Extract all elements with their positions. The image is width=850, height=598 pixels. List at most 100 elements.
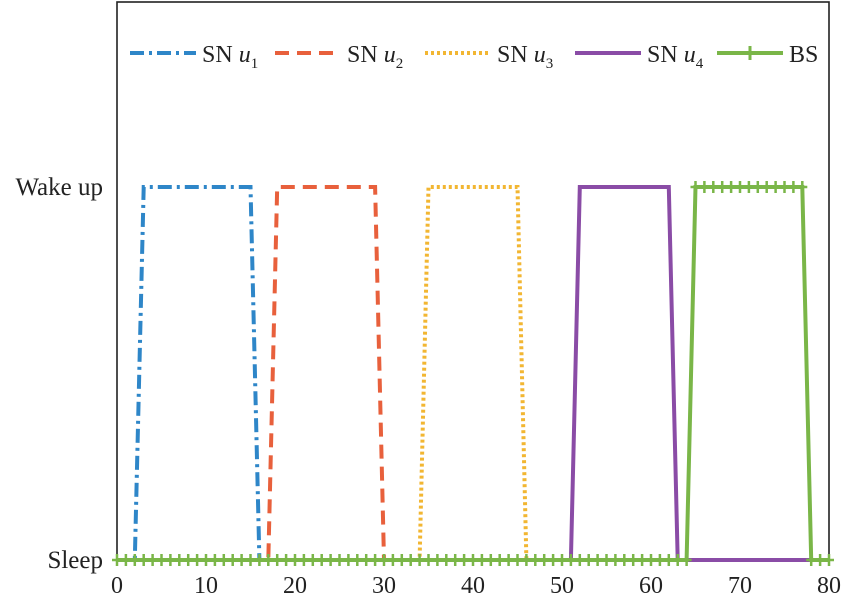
plus-marker [628, 554, 639, 566]
plus-marker [298, 554, 309, 566]
legend-item-4: SN u4 [575, 42, 704, 72]
plus-marker [343, 554, 354, 566]
plus-marker [120, 554, 131, 566]
series-line-1 [117, 185, 829, 562]
plus-marker [797, 181, 808, 193]
plus-marker [565, 554, 576, 566]
plus-marker [379, 554, 389, 566]
plus-marker [574, 554, 585, 566]
x-tick-label: 50 [550, 573, 574, 598]
plus-marker [619, 554, 630, 566]
plus-marker [743, 181, 754, 193]
plus-marker [209, 554, 220, 566]
plus-marker [174, 554, 185, 566]
series-layer [112, 181, 834, 566]
legend-item-3: SN u3 [425, 42, 553, 72]
plus-marker [129, 554, 140, 566]
x-tick-label: 80 [817, 573, 841, 598]
plus-marker [450, 554, 461, 566]
plus-marker [370, 554, 381, 566]
plus-marker [539, 554, 550, 566]
plus-marker [361, 554, 372, 566]
plus-marker [824, 554, 834, 566]
plus-marker [708, 181, 719, 193]
plus-marker [387, 554, 398, 566]
legend-label: SN u3 [497, 42, 553, 72]
y-category-label: Wake up [15, 174, 103, 201]
plus-marker [717, 181, 728, 193]
plus-marker [307, 554, 318, 566]
plus-marker [663, 554, 674, 566]
series-line-4 [117, 185, 829, 562]
x-tick-label: 60 [639, 573, 663, 598]
plus-marker [405, 554, 416, 566]
plus-marker [735, 181, 745, 193]
plus-marker [316, 554, 327, 566]
series-line-2 [117, 185, 829, 562]
plus-marker [236, 554, 247, 566]
legend-label: BS [789, 42, 818, 68]
plus-marker [414, 554, 425, 566]
legend-label: SN u2 [347, 42, 403, 72]
x-tick-label: 10 [194, 573, 218, 598]
plus-marker [156, 554, 167, 566]
plus-marker [165, 554, 176, 566]
legend: SN u1 SN u2 SN u3 SN u4 BS [130, 42, 818, 72]
legend-item-5: BS [717, 42, 818, 68]
plus-marker [646, 554, 656, 566]
legend-item-1: SN u1 [130, 42, 258, 72]
plus-marker [263, 554, 274, 566]
legend-plus-marker [744, 46, 756, 60]
plus-marker [476, 554, 487, 566]
plus-marker [254, 554, 265, 566]
plus-marker [352, 554, 363, 566]
plot-frame [116, 1, 830, 560]
plus-marker [183, 554, 194, 566]
x-tick-labels: 0 10 20 30 40 50 60 70 80 [111, 573, 841, 598]
plus-marker [432, 554, 443, 566]
series-line-3 [117, 185, 829, 562]
plus-marker [227, 554, 238, 566]
legend-item-2: SN u2 [275, 42, 403, 72]
plus-marker [681, 554, 692, 566]
plus-marker [423, 554, 434, 566]
plus-marker [521, 554, 532, 566]
plus-marker [503, 554, 514, 566]
plus-marker [494, 554, 505, 566]
plus-marker [610, 554, 621, 566]
plus-marker [325, 554, 336, 566]
plus-marker [654, 554, 665, 566]
plus-marker [761, 181, 772, 193]
x-tick-label: 40 [461, 573, 485, 598]
plus-marker [459, 554, 470, 566]
plus-marker [485, 554, 496, 566]
x-tick-label: 30 [372, 573, 396, 598]
plus-marker [138, 554, 149, 566]
plus-marker [192, 554, 203, 566]
plus-marker [601, 554, 612, 566]
plus-marker [468, 554, 478, 566]
plus-marker [637, 554, 648, 566]
plus-marker [557, 554, 567, 566]
plus-marker [815, 554, 826, 566]
plus-marker [218, 554, 229, 566]
plus-marker [334, 554, 345, 566]
plus-marker [699, 181, 710, 193]
plus-marker [112, 554, 122, 566]
series-line-5 [117, 185, 829, 562]
plus-marker [788, 181, 799, 193]
plus-marker [290, 554, 300, 566]
series-markers-5 [112, 181, 834, 566]
legend-label: SN u4 [647, 42, 704, 72]
plus-marker [201, 554, 211, 566]
plus-marker [690, 181, 701, 193]
plus-marker [806, 554, 817, 566]
legend-label: SN u1 [202, 42, 258, 72]
plus-marker [281, 554, 292, 566]
plus-marker [512, 554, 523, 566]
plus-marker [583, 554, 594, 566]
plus-marker [770, 181, 781, 193]
plus-marker [147, 554, 158, 566]
plus-marker [548, 554, 559, 566]
